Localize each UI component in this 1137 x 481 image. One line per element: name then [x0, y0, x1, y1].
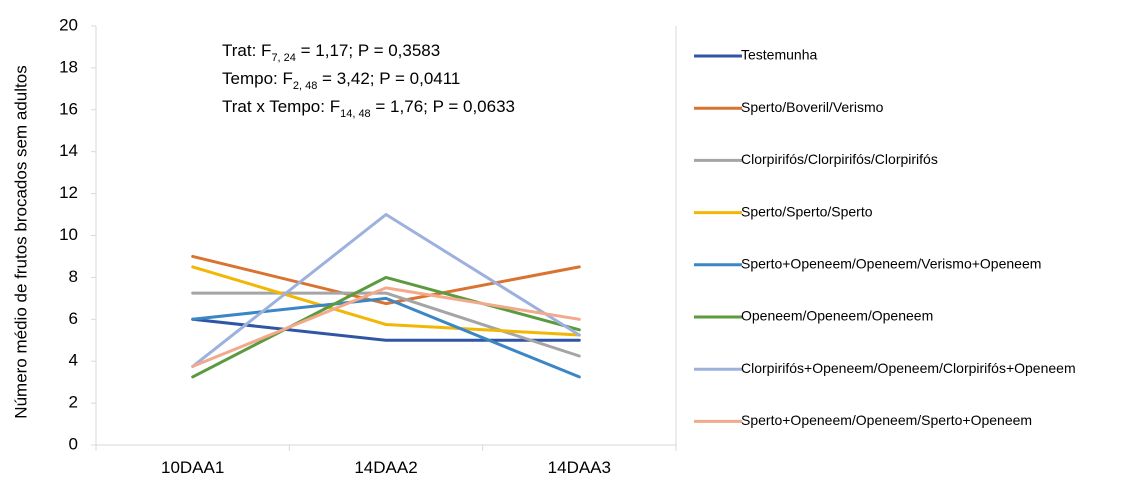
y-tick-label: 6 — [69, 309, 78, 328]
y-tick-label: 4 — [69, 351, 78, 370]
y-tick-label: 14 — [59, 141, 78, 160]
axes: 0 2 4 6 8 10 12 14 16 18 20 10DAA1 14DAA2 14DAA3 — [59, 15, 677, 477]
x-tick-label: 14DAA2 — [354, 458, 417, 477]
series-lines — [191, 213, 581, 379]
legend: Testemunha Sperto/Boveril/Verismo Clorpiri… — [694, 47, 1076, 428]
series-line — [191, 265, 581, 337]
y-tick-label: 16 — [59, 99, 78, 118]
annotation-line: Trat: F7, 24 = 1,17; P = 0,3583 — [222, 41, 440, 64]
y-tick-label: 2 — [69, 393, 78, 412]
legend-label: Clorpirifós+Openeem/Openeem/Clorpirifós+… — [741, 360, 1076, 376]
series-line — [191, 254, 581, 306]
y-tick-label: 18 — [59, 57, 78, 76]
y-tick-label: 0 — [69, 434, 78, 453]
series-line — [191, 275, 581, 379]
annotation-line: Tempo: F2, 48 = 3,42; P = 0,0411 — [222, 69, 460, 92]
statistics-annotation: Trat: F7, 24 = 1,17; P = 0,3583 Tempo: F2… — [222, 41, 515, 120]
legend-label: Sperto+Openeem/Openeem/Verismo+Openeem — [741, 256, 1041, 272]
y-axis-label: Número médio de frutos brocados sem adul… — [11, 65, 30, 418]
series-line — [191, 286, 581, 368]
y-tick-label: 12 — [59, 183, 78, 202]
x-tick-label: 10DAA1 — [161, 458, 224, 477]
series-line — [191, 213, 581, 368]
series-line — [191, 296, 581, 379]
series-line — [191, 317, 581, 342]
annotation-line: Trat x Tempo: F14, 48 = 1,76; P = 0,0633 — [222, 97, 515, 120]
y-tick-label: 8 — [69, 267, 78, 286]
x-tick-label: 14DAA3 — [548, 458, 611, 477]
y-tick-label: 10 — [59, 225, 78, 244]
legend-label: Clorpirifós/Clorpirifós/Clorpirifós — [741, 151, 938, 167]
legend-label: Sperto/Sperto/Sperto — [741, 203, 873, 219]
legend-label: Sperto/Boveril/Verismo — [741, 99, 884, 115]
legend-label: Sperto+Openeem/Openeem/Sperto+Openeem — [741, 412, 1032, 428]
y-tick-label: 20 — [59, 15, 78, 34]
legend-label: Openeem/Openeem/Openeem — [741, 308, 933, 324]
series-line — [191, 291, 581, 358]
legend-label: Testemunha — [741, 47, 817, 63]
